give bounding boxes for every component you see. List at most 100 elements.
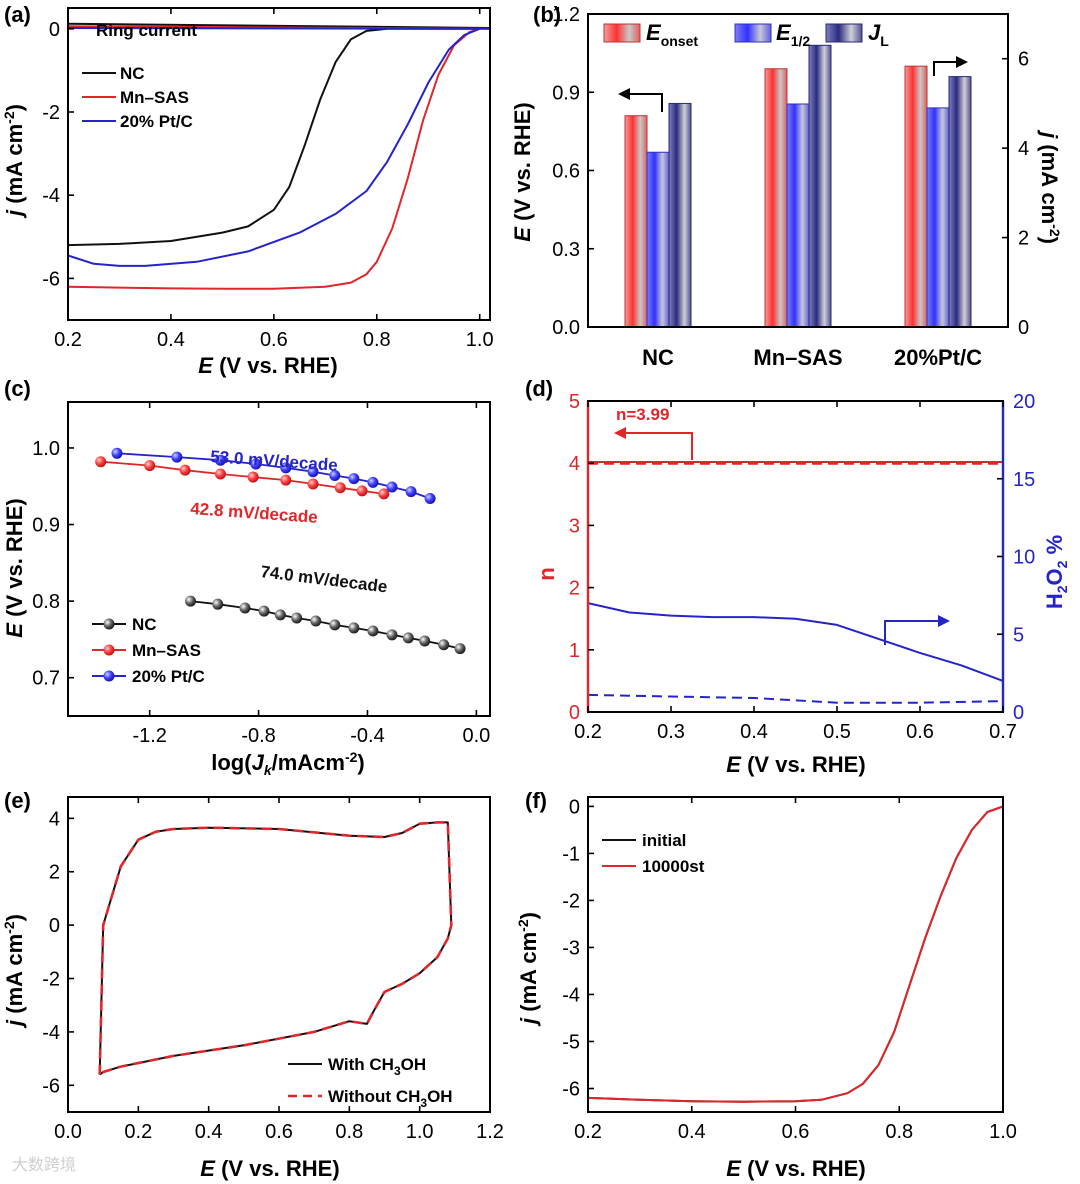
h2o2-axis-arrow [884,620,944,645]
legend-without-sub: 3 [420,1096,427,1110]
y-label-rest: (mA cm [516,932,541,1018]
x-label-italic: J [252,750,265,775]
x-axis-label: E (V vs. RHE) [198,353,337,378]
legend-without-post: OH [427,1087,453,1106]
data-point-mn-sas [179,464,191,476]
x-axis-label: E (V vs. RHE) [726,752,865,777]
x-tick-label: 0.4 [740,721,768,743]
data-point-20-pt-c [329,470,341,482]
data-point-nc [258,605,270,617]
y-tick-label: 0 [49,915,60,937]
data-point-nc [454,643,466,655]
y-label-rest: (mA cm [2,934,27,1020]
x-label-pre: log( [211,750,252,775]
legend-ehalf-sub: 1/2 [791,33,811,49]
category-label: 20%Pt/C [894,345,982,370]
legend-eonset: Eonset [646,20,698,49]
bar-jl-mn-sas [808,44,832,328]
x-tick-label: 0.4 [157,329,185,351]
y-tick-label: 0 [569,702,580,724]
legend-jl: JL [868,20,889,49]
x-tick-label: 0.4 [678,1121,706,1143]
y-tick-label: -5 [562,1031,580,1053]
y2-axis-label: H2O2 % [1042,535,1070,609]
y-tick-label: 0 [569,796,580,818]
n-value-label: n=3.99 [616,405,669,424]
y-tick-label: 0.8 [32,591,60,613]
y-label-rest: (V vs. RHE) [2,498,27,623]
series-line-10000st [587,805,1004,1103]
x-tick-label: 0.6 [906,721,934,743]
nc-slope-label: 74.0 mV/decade [260,562,389,596]
series-line-without-ch3oh [98,821,453,1076]
x-label-end: ) [357,750,364,775]
legend-marker-nc [103,618,115,630]
panel-label: (d) [525,376,553,401]
legend-nc: NC [132,615,157,634]
x-tick-label: 1.0 [989,1121,1017,1143]
legend-jl-sub: L [880,33,889,49]
data-point-nc [310,615,322,627]
data-point-mn-sas [247,471,259,483]
legend: With CH3OH Without CH3OH [288,1055,453,1110]
legend-ehalf: E1/2 [776,20,810,49]
series-line-series [67,27,491,30]
data-point-nc [239,602,251,614]
series-line-initial [587,805,1004,1103]
x-tick-label: 0.6 [782,1121,810,1143]
y-label-end: ) [516,912,541,919]
legend-with-pre: With CH [328,1055,394,1074]
data-point-nc [348,622,360,634]
y-tick-label: -6 [562,1078,580,1100]
y-tick-label: -4 [562,984,580,1006]
x-tick-label: 1.2 [476,1121,504,1143]
y2-tick-label: 15 [1013,469,1035,491]
x-tick-label: 0.7 [989,721,1017,743]
y2-tick-label: 20 [1013,391,1035,413]
x-label-rest: (V vs. RHE) [213,353,338,378]
x-label-sub: k [264,762,273,778]
y-tick-label: -6 [42,268,60,290]
y-label-italic: E [510,226,535,242]
y-label-rest: (V vs. RHE) [510,102,535,227]
y-tick-label: -2 [42,102,60,124]
left-axis-arrowhead [618,88,630,100]
x-label-rest: (V vs. RHE) [215,1156,340,1181]
right-axis-arrow [933,61,962,76]
y-label-end: ) [2,914,27,921]
y-tick-label: 0.3 [552,239,580,261]
x-axis-label: log(Jk/mAcm-2) [211,749,365,778]
data-point-mn-sas [214,468,226,480]
legend-eonset-main: E [646,20,662,45]
y-tick-label: -2 [562,890,580,912]
data-point-nc [185,595,197,607]
series-line-mn-sas [67,27,481,290]
panel-label: (f) [525,788,547,813]
y-tick-label: 0 [49,19,60,41]
y-axis-label: E (V vs. RHE) [2,498,27,637]
y2-label-end: ) [1037,237,1062,244]
y-tick-label: 1.2 [552,4,580,26]
data-point-20-pt-c [171,451,183,463]
legend: Eonset E1/2 JL [603,20,889,49]
x-tick-label: 0.2 [124,1121,152,1143]
legend-pt-c: 20% Pt/C [120,112,193,131]
y-tick-label: -4 [42,1022,60,1044]
legend: NC Mn–SAS 20% Pt/C [82,64,193,131]
x-tick-label: -0.4 [350,725,384,747]
legend-marker-pt-c [103,670,115,682]
x-tick-label: 0.4 [195,1121,223,1143]
y-tick-label: -2 [42,969,60,991]
y-tick-label: 2 [49,862,60,884]
data-point-20-pt-c [348,473,360,485]
y-tick-label: 1.0 [32,438,60,460]
y-tick-label: 0.6 [552,161,580,183]
panel-c: -1.2 -0.8 -0.4 0.0 0.7 0.8 0.9 1.0 (c) 53.0 mV/… [2,376,491,778]
h2o2-axis-arrowhead [938,615,950,627]
x-tick-label: 0.2 [54,329,82,351]
x-tick-label: 0.6 [265,1121,293,1143]
x-tick-label: 0.8 [335,1121,363,1143]
panel-label: (c) [4,376,31,401]
bar-eonset-nc [624,115,648,328]
